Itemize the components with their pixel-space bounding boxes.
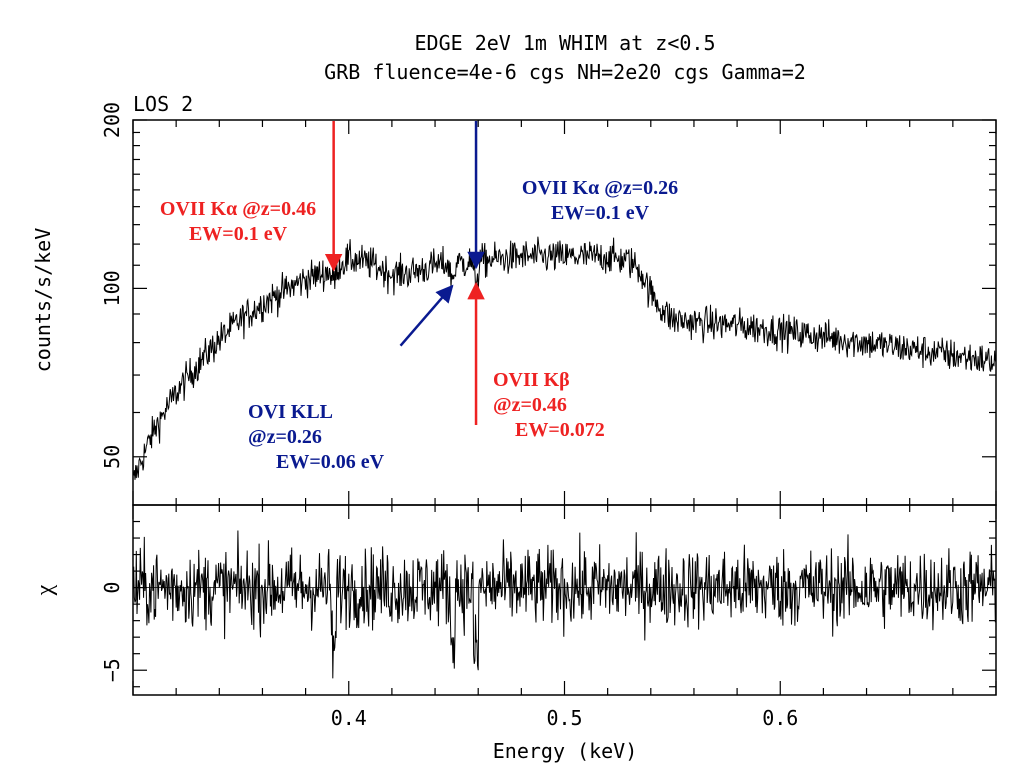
top-y-tick-label: 100 [100,270,124,306]
chart-title: EDGE 2eV 1m WHIM at z<0.5 [414,31,715,55]
annotation-label: @z=0.46 [493,394,567,416]
residuals-series-line [132,530,997,679]
annotation-label: EW=0.1 eV [189,223,288,245]
x-tick-label: 0.6 [762,706,798,730]
annotation-label: OVII Kα @z=0.26 [522,177,678,199]
annotation-label: OVII Kα @z=0.46 [160,198,316,220]
annotation-label: EW=0.06 eV [276,451,385,473]
line-annotations: OVII Kα @z=0.46 EW=0.1 eV OVII Kα @z=0.26 E… [160,121,678,473]
bottom-y-tick-label: −5 [100,658,124,682]
annotation-label: EW=0.072 [515,419,605,441]
bottom-y-tick-label: 0 [100,582,124,594]
annotation-label: OVII Kβ [493,369,570,391]
annotation-label: @z=0.26 [248,426,322,448]
spectrum-series-line [132,236,997,480]
panel-label: LOS 2 [133,92,193,116]
axis-ticks [132,119,997,695]
bottom-ylabel: χ [32,584,58,596]
annotation-arrow [399,284,454,347]
x-tick-label: 0.5 [546,706,582,730]
chart-subtitle: GRB fluence=4e-6 cgs NH=2e20 cgs Gamma=2 [324,60,806,84]
xlabel: Energy (keV) [493,739,638,763]
annotation-label: EW=0.1 eV [551,202,650,224]
annotation-label: OVI KLL [248,401,333,423]
top-ylabel: counts/s/keV [31,228,55,373]
tick-labels: 0.4 0.5 0.6 50 100 200 −5 0 [100,102,798,730]
x-tick-label: 0.4 [331,706,367,730]
top-y-tick-label: 50 [100,445,124,469]
top-y-tick-label: 200 [100,102,124,138]
